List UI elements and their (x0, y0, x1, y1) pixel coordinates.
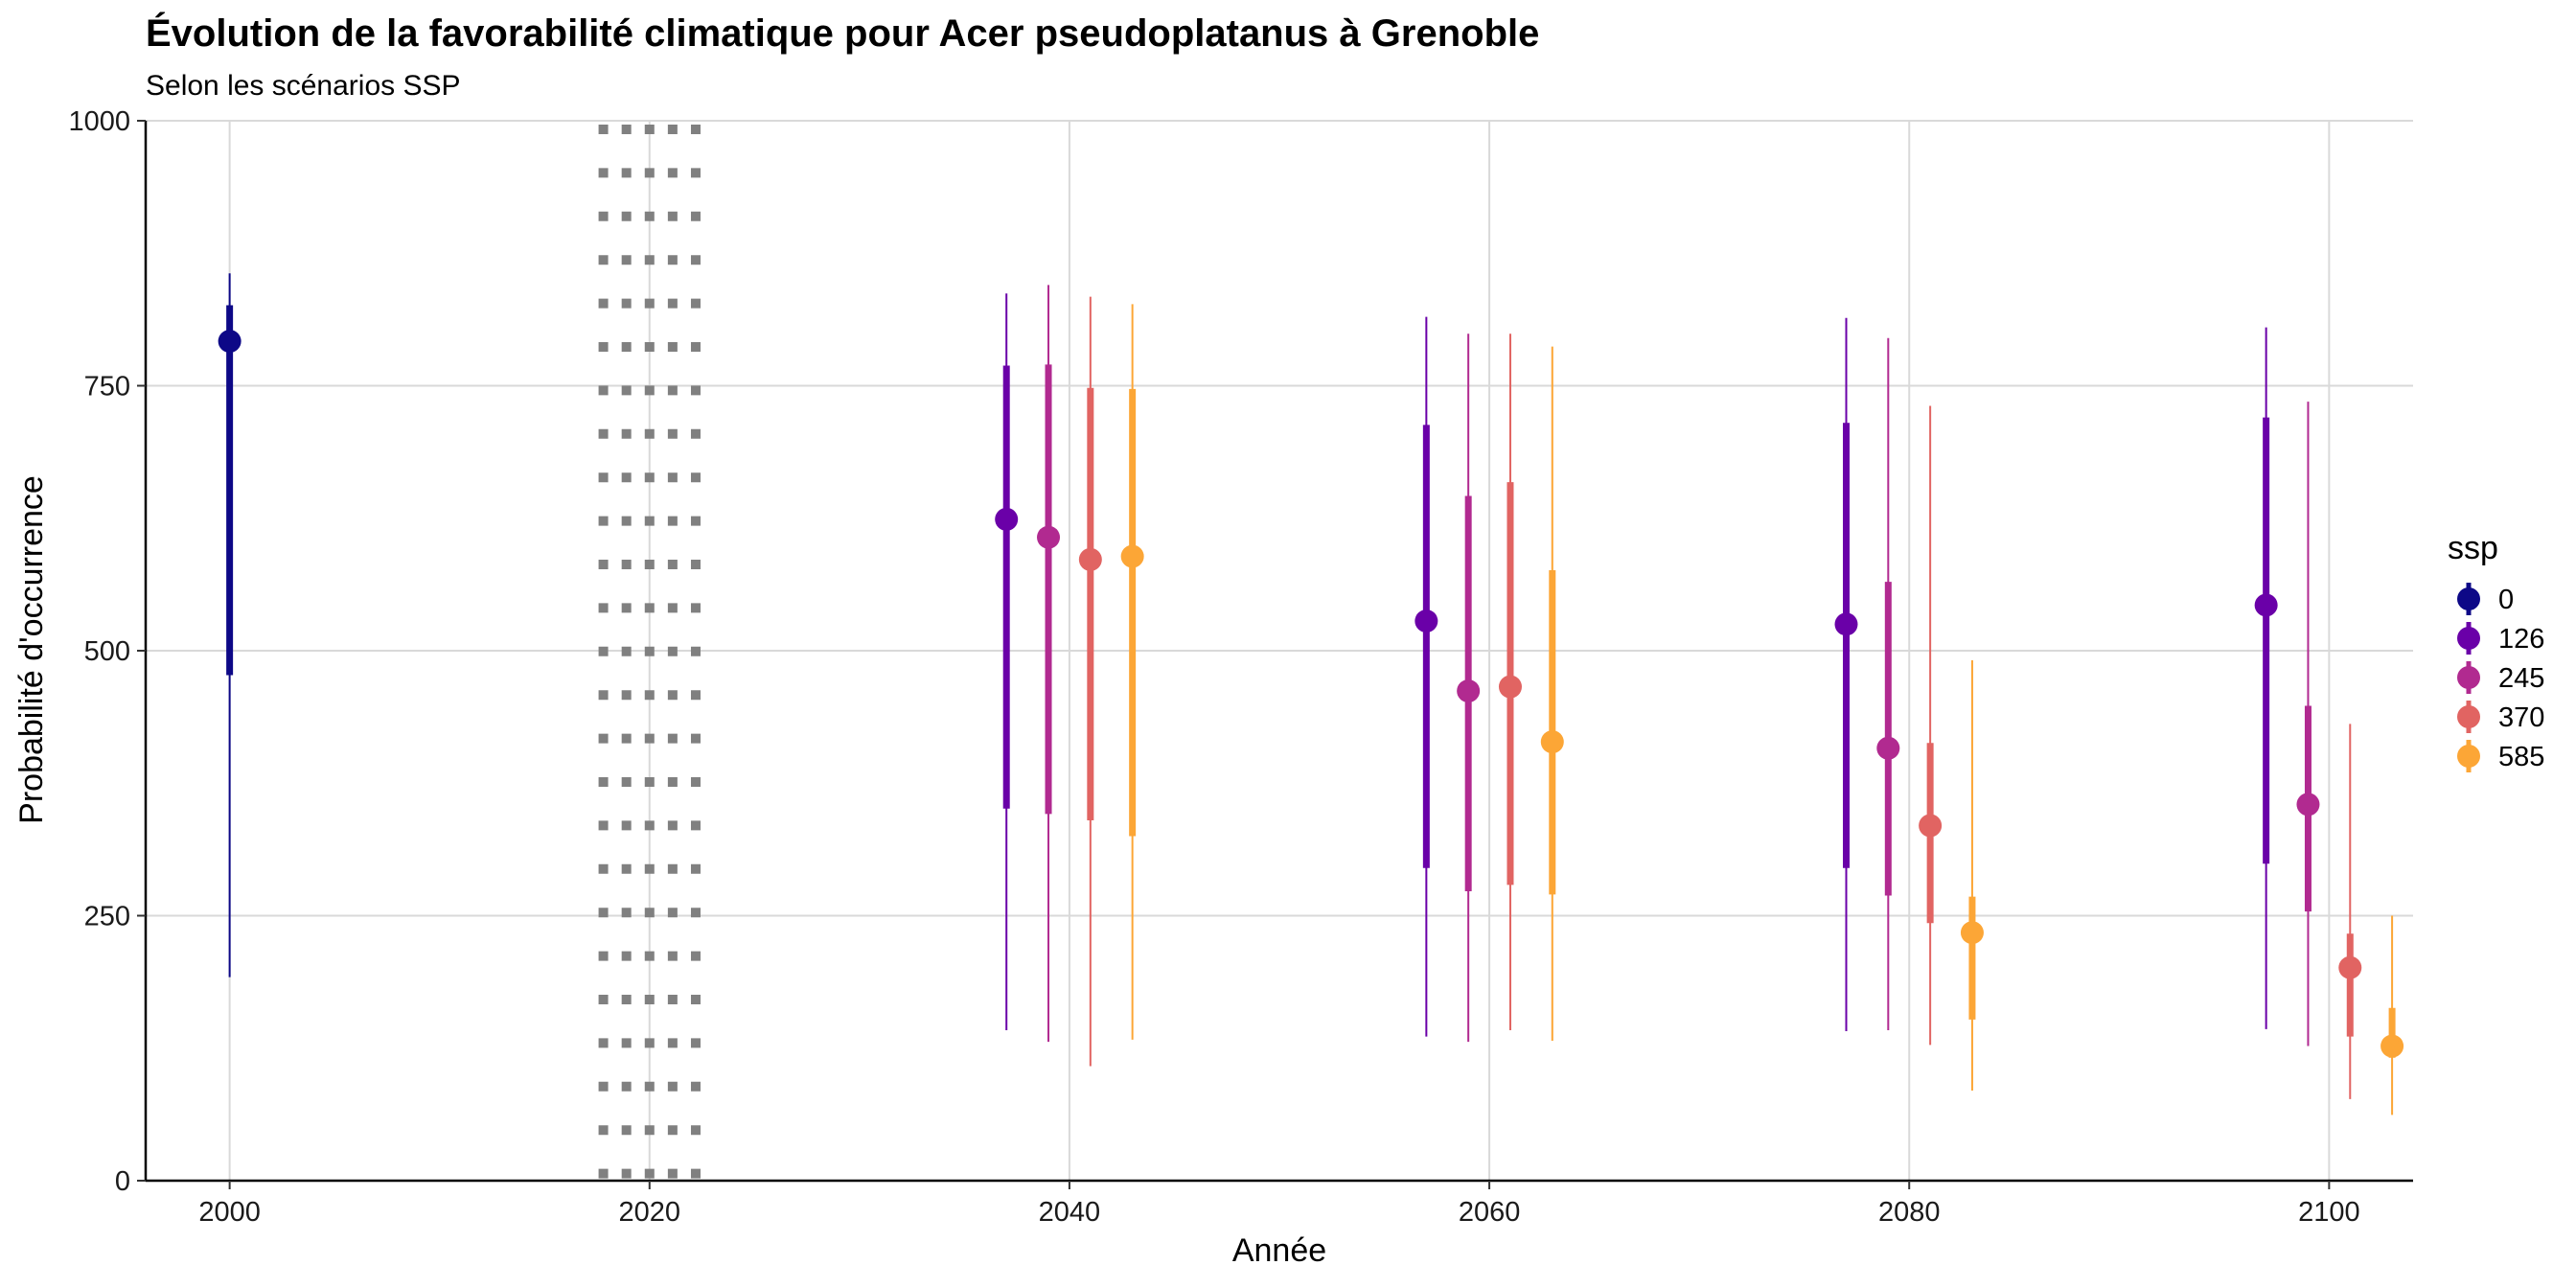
chart-title: Évolution de la favorabilité climatique … (146, 12, 1539, 55)
point-ssp-126-2037 (995, 507, 1019, 531)
y-tick-label-250: 250 (84, 902, 130, 932)
series-ssp-0 (218, 273, 242, 978)
chart-subtitle: Selon les scénarios SSP (146, 70, 461, 102)
y-axis-title: Probabilité d'occurrence (13, 475, 50, 824)
point-ssp-585-2043 (1120, 544, 1144, 568)
legend-key-point-370 (2457, 705, 2480, 728)
legend: ssp 0 126 245 370 585 (2448, 530, 2544, 772)
point-ssp-126-2097 (2254, 593, 2278, 617)
legend-key-point-245 (2457, 666, 2480, 689)
x-tick-label-2020: 2020 (619, 1197, 681, 1228)
point-ssp-585-2083 (1960, 921, 1984, 945)
series-ssp-245 (1037, 285, 2320, 1046)
legend-entry-0: 0 (2457, 583, 2514, 615)
y-tick-label-0: 0 (115, 1166, 130, 1197)
point-ssp-245-2039 (1037, 525, 1061, 549)
x-tick-label-2000: 2000 (198, 1197, 261, 1228)
x-tick-label-2040: 2040 (1039, 1197, 1101, 1228)
point-ssp-0-2000 (218, 330, 242, 354)
legend-key-point-585 (2457, 745, 2480, 768)
legend-label-245: 245 (2498, 663, 2544, 694)
x-axis-ticks: 2000 2020 2040 2060 2080 2100 (198, 1181, 2360, 1228)
series-ssp-126 (995, 293, 2278, 1037)
point-ssp-245-2079 (1876, 736, 1900, 760)
point-ssp-585-2103 (2380, 1034, 2404, 1058)
legend-entry-585: 585 (2457, 740, 2544, 772)
x-tick-label-2100: 2100 (2298, 1197, 2360, 1228)
point-ssp-126-2077 (1834, 612, 1858, 636)
legend-label-0: 0 (2498, 585, 2514, 615)
x-tick-label-2080: 2080 (1878, 1197, 1941, 1228)
point-ssp-370-2101 (2338, 955, 2362, 979)
legend-key-point-0 (2457, 587, 2480, 610)
point-ssp-370-2061 (1498, 675, 1522, 699)
point-ssp-370-2081 (1919, 814, 1943, 838)
x-axis-title: Année (1232, 1232, 1326, 1269)
plot-grid (146, 120, 2413, 1182)
point-ssp-245-2099 (2296, 793, 2320, 816)
point-ssp-585-2063 (1540, 730, 1564, 754)
legend-entry-245: 245 (2457, 661, 2544, 694)
point-ssp-370-2041 (1078, 547, 1102, 571)
y-axis-ticks: 0 250 500 750 1000 (68, 106, 146, 1197)
point-ssp-126-2057 (1414, 610, 1438, 633)
legend-label-370: 370 (2498, 702, 2544, 733)
legend-entry-370: 370 (2457, 701, 2544, 733)
legend-label-126: 126 (2498, 624, 2544, 655)
x-tick-label-2060: 2060 (1459, 1197, 1521, 1228)
legend-title: ssp (2448, 530, 2498, 566)
series-ssp-585 (1120, 304, 2404, 1116)
y-tick-label-1000: 1000 (68, 106, 130, 137)
y-tick-label-500: 500 (84, 636, 130, 667)
series-ssp-370 (1078, 296, 2362, 1099)
legend-entry-126: 126 (2457, 622, 2544, 655)
y-tick-label-750: 750 (84, 372, 130, 402)
reference-band-2020 (598, 125, 701, 1181)
legend-key-point-126 (2457, 627, 2480, 650)
plot-marks (218, 273, 2404, 1116)
point-ssp-245-2059 (1457, 679, 1481, 703)
legend-label-585: 585 (2498, 742, 2544, 772)
